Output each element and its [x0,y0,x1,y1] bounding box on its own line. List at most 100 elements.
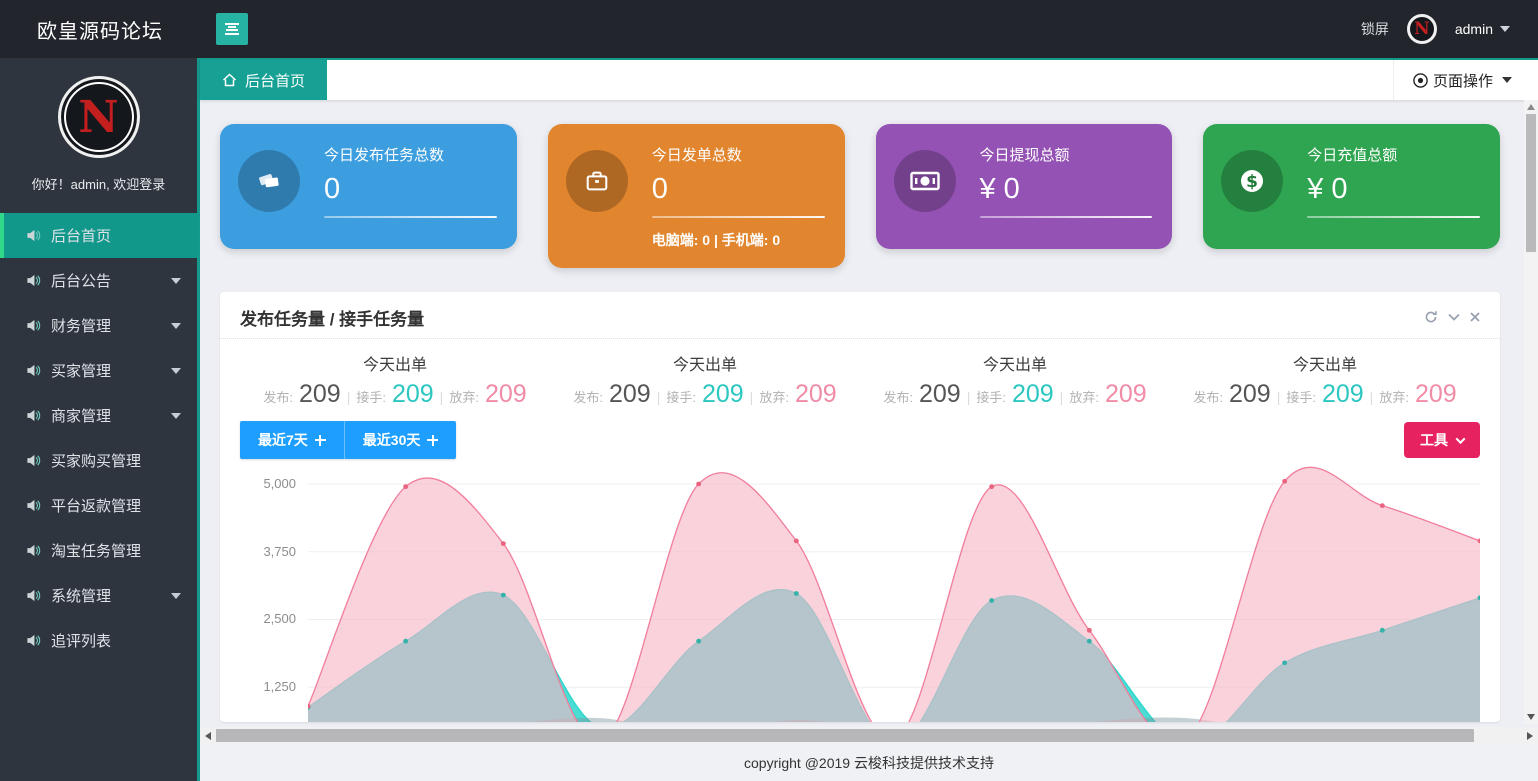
tab-label: 后台首页 [245,72,306,90]
y-axis-tick-label: 3,750 [263,543,296,559]
svg-text:$: $ [1246,172,1258,192]
home-icon [222,73,237,87]
speaker-icon [26,588,41,603]
scroll-left-arrow[interactable] [200,731,216,740]
align-lines-icon [223,22,241,36]
horizontal-scrollbar [200,727,1538,744]
footer: copyright @2019 云梭科技提供技术支持 [200,744,1538,781]
sidebar-item[interactable]: 财务管理 [0,303,197,348]
card-title: 今日充值总额 [1307,147,1398,164]
sidebar-item[interactable]: 后台公告 [0,258,197,303]
dotted-divider [220,338,1500,339]
page-actions-menu[interactable]: 页面操作 [1392,60,1538,100]
vertical-scrollbar-thumb[interactable] [1526,114,1536,252]
stat-heading: 今天出单 [672,357,737,374]
card-subtext: 电脑端: 0 | 手机端: 0 [651,232,781,248]
speaker-icon [26,453,41,468]
stat-heading: 今天出单 [1292,357,1357,374]
sidebar-item-label: 后台首页 [51,228,112,245]
y-axis-tick-label: 1,250 [263,679,296,695]
range-button[interactable]: 最近7天 [240,421,344,459]
banknote-icon [893,150,956,212]
close-icon[interactable] [1470,312,1480,322]
refresh-icon[interactable] [1424,310,1438,324]
sidebar-item-label: 买家购买管理 [51,453,142,470]
sidebar-item-label: 平台返款管理 [51,498,142,515]
accepted-count: 209 [391,380,434,408]
stat-cards-row: 今日发布任务总数 0 今日发单总数 0 电脑端: 0 | 手机端: 0 今日提现总额 ¥ 0… [220,124,1500,268]
card-title: 今日发布任务总数 [324,147,445,164]
chevron-down-icon [171,592,181,599]
sidebar-item-label: 淘宝任务管理 [51,543,142,560]
panel-title: 发布任务量 / 接手任务量 [240,309,425,329]
area-chart: 1,250 2,500 3,750 5,000 [240,465,1480,722]
chevron-down-icon [1502,77,1512,83]
lock-screen-button[interactable]: 锁屏 [1360,21,1389,37]
abandoned-count: 209 [484,380,527,408]
scroll-right-arrow[interactable] [1522,731,1538,740]
scroll-down-arrow[interactable] [1527,710,1535,724]
user-menu[interactable]: admin [1455,21,1510,37]
y-axis-tick-label: 2,500 [263,611,296,627]
sidebar-item[interactable]: 商家管理 [0,393,197,438]
tab-dashboard[interactable]: 后台首页 [200,60,328,100]
tools-button[interactable]: 工具 [1404,422,1480,458]
published-count: 209 [298,380,341,408]
speaker-icon [26,273,41,288]
plus-icon [314,434,326,446]
speaker-icon [26,363,41,378]
chart-panel: 发布任务量 / 接手任务量 今天出单 发布: 209 | 接手: 209 | 放… [220,292,1500,722]
abandoned-count: 209 [1104,380,1147,408]
sidebar-item-label: 商家管理 [51,408,112,425]
sidebar-item[interactable]: 买家管理 [0,348,197,393]
copyright-text: copyright @2019 云梭科技提供技术支持 [744,754,994,771]
sidebar-item[interactable]: 平台返款管理 [0,483,197,528]
card-title: 今日提现总额 [979,147,1070,164]
sidebar: N 你好！admin, 欢迎登录 后台首页后台公告财务管理买家管理商家管理买家购… [0,58,200,781]
app-title: 欧皇源码论坛 [37,20,163,43]
stat-card: 今日提现总额 ¥ 0 [875,124,1173,249]
sidebar-nav: 后台首页后台公告财务管理买家管理商家管理买家购买管理 平台返款管理 淘宝任务管理 系统… [0,213,197,663]
sidebar-item[interactable]: 淘宝任务管理 [0,528,197,573]
card-value: 0 [651,173,668,205]
user-name: admin [1454,21,1493,37]
collapse-icon[interactable] [1448,313,1460,322]
sidebar-item[interactable]: 追评列表 [0,618,197,663]
card-underline [324,216,497,218]
sidebar-item-label: 财务管理 [51,318,112,335]
chart-plot [308,465,1480,722]
accepted-count: 209 [1011,380,1054,408]
sidebar-item[interactable]: 买家购买管理 [0,438,197,483]
welcome-text: 你好！admin, 欢迎登录 [31,177,166,192]
page-actions-label: 页面操作 [1432,72,1493,90]
sidebar-item-label: 系统管理 [51,588,112,605]
speaker-icon [26,408,41,423]
chart-y-axis: 1,250 2,500 3,750 5,000 [240,465,308,722]
scroll-up-arrow[interactable] [1527,100,1535,114]
plus-icon [427,434,439,446]
horizontal-scrollbar-thumb[interactable] [216,729,1474,742]
sidebar-item[interactable]: 后台首页 [0,213,197,258]
dollar-icon: $ [1221,150,1284,212]
vertical-scrollbar [1524,100,1538,724]
sidebar-item[interactable]: 系统管理 [0,573,197,618]
card-underline [651,216,825,218]
chevron-down-icon [171,277,181,284]
card-underline [979,216,1153,218]
card-value: ¥ 0 [979,173,1020,205]
main-area: 今日发布任务总数 0 今日发单总数 0 电脑端: 0 | 手机端: 0 今日提现总额 ¥ 0… [200,100,1524,727]
card-title: 今日发单总数 [651,147,742,164]
stat-card: 今日发布任务总数 0 [220,124,517,249]
today-stat-group: 今天出单 发布: 209 | 接手: 209 | 放弃: 209 [860,351,1170,409]
chevron-down-icon [1455,433,1466,444]
sidebar-toggle-button[interactable] [216,13,248,45]
published-count: 209 [918,380,961,408]
site-logo: N [57,76,140,158]
range-button[interactable]: 最近30天 [343,421,457,459]
chevron-down-icon [1500,26,1510,32]
tabbar: 后台首页 页面操作 [200,58,1538,100]
published-count: 209 [608,380,651,408]
today-stats-row: 今天出单 发布: 209 | 接手: 209 | 放弃: 209 今天出单 发布… [240,351,1480,409]
stat-heading: 今天出单 [982,357,1047,374]
card-underline [1307,216,1480,218]
